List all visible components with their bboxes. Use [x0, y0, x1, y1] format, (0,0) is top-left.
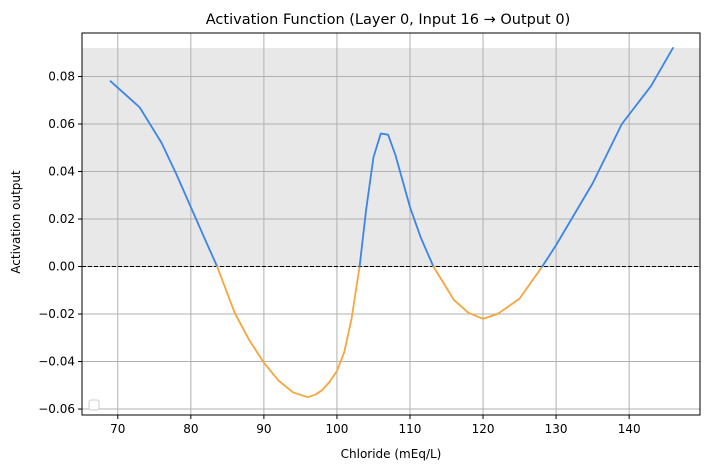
x-tick-label: 70	[110, 422, 125, 436]
x-tick-label: 130	[545, 422, 568, 436]
negative-segment	[432, 265, 544, 320]
x-tick-label: 110	[399, 422, 422, 436]
data-lines	[82, 47, 700, 399]
y-axis-label: Activation output	[9, 170, 23, 274]
plot-background	[82, 47, 700, 267]
x-tick-label: 120	[472, 422, 495, 436]
negative-segment	[216, 265, 361, 399]
positive-region	[82, 47, 700, 267]
x-tick-label: 90	[256, 422, 271, 436]
positive-segment	[109, 80, 219, 268]
ticks: 70 80 90 100 110 120 130 140 −0.06 −0.04 −0.02 0.00…	[38, 69, 640, 436]
y-tick-label: −0.06	[38, 402, 75, 416]
axes-frame	[81, 32, 701, 416]
y-tick-label: 0.04	[48, 164, 75, 178]
y-tick-label: 0.00	[48, 260, 75, 274]
axes-border	[81, 32, 701, 416]
y-tick-label: −0.02	[38, 307, 75, 321]
x-tick-label: 140	[618, 422, 641, 436]
x-tick-label: 100	[325, 422, 348, 436]
x-tick-label: 80	[183, 422, 198, 436]
y-tick-label: 0.02	[48, 212, 75, 226]
positive-segment	[541, 47, 674, 268]
x-axis-label: Chloride (mEq/L)	[341, 447, 442, 461]
y-tick-label: −0.04	[38, 355, 75, 369]
chart-title: Activation Function (Layer 0, Input 16 →…	[206, 12, 570, 28]
y-tick-label: 0.06	[48, 117, 75, 131]
y-tick-label: 0.08	[48, 69, 75, 83]
legend-box	[88, 399, 100, 411]
positive-segment	[358, 132, 435, 268]
